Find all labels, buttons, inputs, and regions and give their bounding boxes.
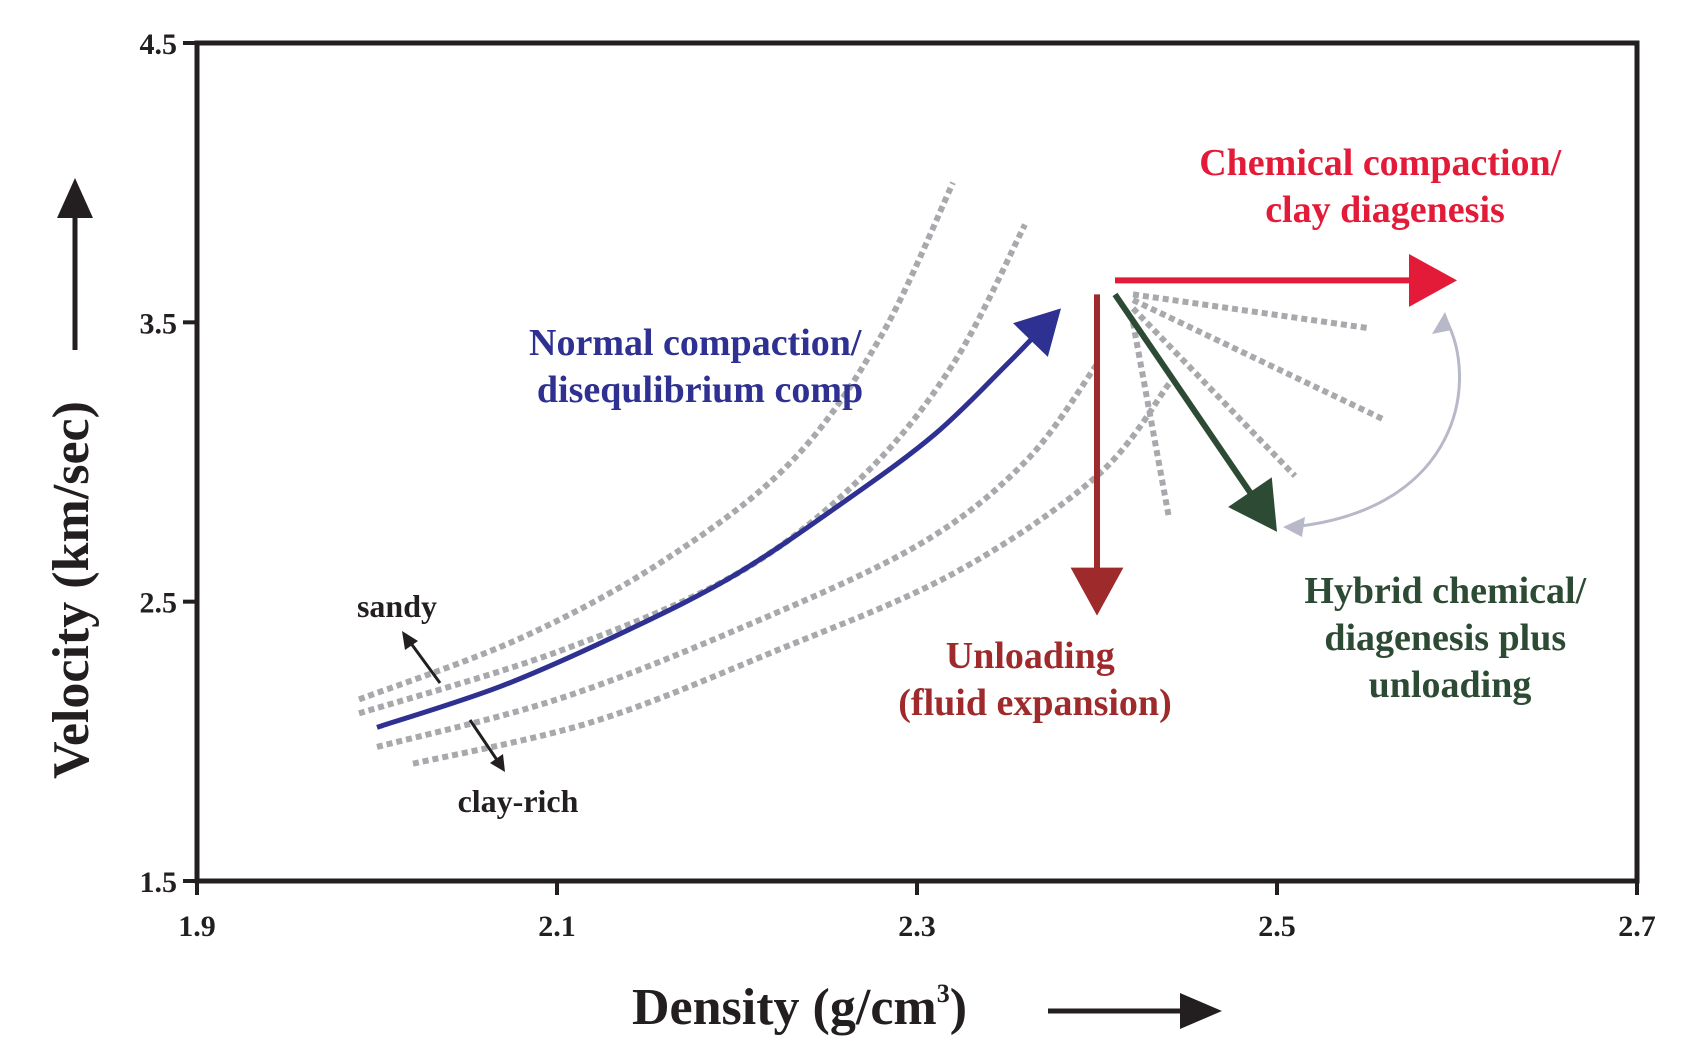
x-axis-title-sup: 3 <box>937 979 950 1008</box>
hybrid-chemical-diagenesis-plus-unloading-line <box>1112 292 1259 503</box>
series-layer <box>357 181 1457 767</box>
x-tick-label: 2.5 <box>1258 910 1296 943</box>
chemical-compaction-clay-diagenesis-arrowhead <box>1409 254 1457 307</box>
dotted-trend-line <box>376 362 1100 750</box>
dotted-trend-line <box>1132 291 1368 331</box>
normal-compaction-label: Normal compaction/ disequlibrium comp <box>529 322 871 411</box>
x-tick-label: 1.9 <box>178 910 216 943</box>
unloading-label: Unloading (fluid expansion) <box>898 635 1171 724</box>
y-tick-label: 1.5 <box>140 866 178 899</box>
y-axis-title: Velocity (km/sec) <box>43 401 100 779</box>
series-chemical-compaction-clay-diagenesis <box>1115 254 1457 307</box>
y-tick-label: 3.5 <box>140 307 178 340</box>
series-trend-upper-2 <box>358 223 1028 717</box>
series-fan-4 <box>1130 321 1172 519</box>
clay-rich-arrow <box>468 719 505 772</box>
dotted-trend-line <box>1130 321 1172 519</box>
x-direction-arrow <box>1048 993 1222 1029</box>
sandy-arrow <box>402 631 442 684</box>
normal-compaction-line <box>376 328 1042 730</box>
dotted-trend-line <box>1130 306 1298 479</box>
curved-double-arrow <box>1283 312 1461 537</box>
x-axis-ticks: 1.9 2.1 2.3 2.5 2.7 <box>178 881 1656 943</box>
series-fan-1 <box>1132 291 1368 331</box>
x-tick-label: 2.3 <box>898 910 936 943</box>
chemical-compaction-label: Chemical compaction/ clay diagenesis <box>1199 142 1571 231</box>
dotted-trend-line <box>357 181 956 703</box>
series-fan-2 <box>1131 297 1387 423</box>
series-trend-upper-1 <box>357 181 956 703</box>
hybrid-label: Hybrid chemical/ diagenesis plus unloadi… <box>1304 570 1595 706</box>
unloading-fluid-expansion-arrowhead <box>1070 567 1124 616</box>
y-axis-ticks: 1.5 2.5 3.5 4.5 <box>140 28 197 899</box>
series-trend-lower-1 <box>376 362 1100 750</box>
y-direction-arrow <box>57 178 93 350</box>
x-axis-title-main: Density (g/cm <box>632 979 937 1036</box>
x-tick-label: 2.7 <box>1618 910 1656 943</box>
x-axis-title-close: ) <box>950 979 967 1036</box>
series-fan-3 <box>1130 306 1298 479</box>
series-normal-compaction-disequlibrium-comp <box>376 308 1061 730</box>
dotted-trend-line <box>1131 297 1387 423</box>
clay-rich-label: clay-rich <box>458 783 579 819</box>
dotted-trend-line <box>358 223 1028 717</box>
y-tick-label: 2.5 <box>140 587 178 620</box>
x-axis-title: Density (g/cm3) <box>632 979 967 1036</box>
sandy-label: sandy <box>357 588 437 624</box>
y-tick-label: 4.5 <box>140 28 178 61</box>
series-unloading-fluid-expansion <box>1070 294 1124 616</box>
normal-compaction-arrowhead <box>1013 308 1061 357</box>
x-tick-label: 2.1 <box>538 910 576 943</box>
series-hybrid-chemical-diagenesis-plus-unloading <box>1112 292 1277 532</box>
hybrid-chemical-diagenesis-plus-unloading-arrowhead <box>1228 477 1277 532</box>
